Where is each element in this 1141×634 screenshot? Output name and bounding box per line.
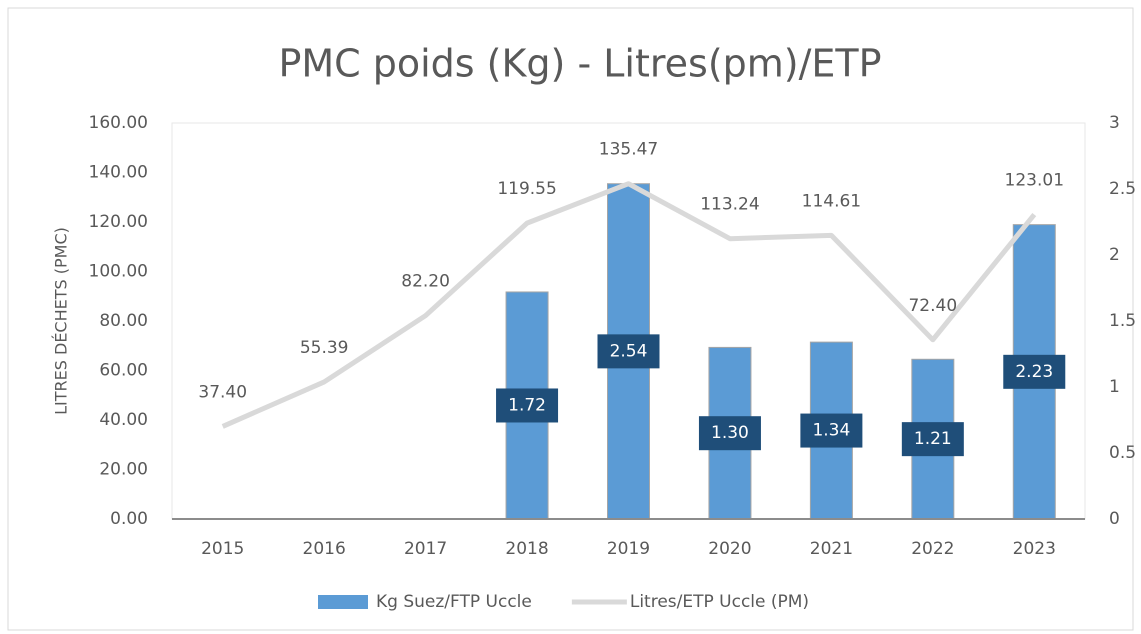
- y2-tick-label: 0: [1109, 509, 1120, 529]
- x-tick-label: 2017: [404, 539, 447, 559]
- legend-swatch: [318, 595, 368, 609]
- y-axis-label: LITRES DÉCHETS (PMC): [52, 227, 71, 415]
- y-tick-label: 140.00: [89, 163, 148, 183]
- legend-label: Kg Suez/FTP Uccle: [376, 592, 532, 612]
- data-label-box: [698, 416, 761, 451]
- x-tick-label: 2018: [505, 539, 548, 559]
- x-tick-label: 2016: [303, 539, 346, 559]
- chart-frame: [7, 7, 1134, 631]
- data-label: 1.21: [914, 429, 952, 449]
- y2-tick-label: 2: [1109, 245, 1120, 265]
- data-label: 123.01: [1005, 171, 1064, 191]
- y-tick-label: 120.00: [89, 212, 148, 232]
- data-label-box: [1003, 354, 1066, 389]
- data-label: 1.72: [508, 395, 546, 415]
- line: [221, 181, 1037, 429]
- y-tick-label: 20.00: [99, 460, 148, 480]
- x-tick-label: 2022: [911, 539, 954, 559]
- data-label: 82.20: [401, 272, 450, 292]
- data-label-box: [597, 334, 660, 369]
- data-label-box: [800, 413, 863, 448]
- x-tick-label: 2021: [810, 539, 853, 559]
- data-label: 113.24: [700, 195, 759, 215]
- y-tick-label: 100.00: [89, 262, 148, 282]
- y2-tick-label: 2.5: [1109, 179, 1136, 199]
- x-tick-label: 2020: [708, 539, 751, 559]
- y-tick-label: 60.00: [99, 361, 148, 381]
- data-label-box: [496, 388, 559, 423]
- data-label: 135.47: [599, 140, 658, 160]
- data-label: 37.40: [198, 382, 247, 402]
- data-label: 2.54: [610, 341, 648, 361]
- data-label-box: [901, 422, 964, 457]
- y2-tick-label: 1: [1109, 377, 1120, 397]
- legend-label: Litres/ETP Uccle (PM): [630, 592, 809, 612]
- y-tick-label: 80.00: [99, 311, 148, 331]
- data-label: 55.39: [300, 338, 349, 358]
- data-label: 114.61: [802, 191, 861, 211]
- y-tick-label: 160.00: [89, 113, 148, 133]
- x-tick-label: 2019: [607, 539, 650, 559]
- chart-title: PMC poids (Kg) - Litres(pm)/ETP: [278, 42, 881, 86]
- data-label: 119.55: [497, 179, 556, 199]
- y2-tick-label: 0.5: [1109, 443, 1136, 463]
- x-tick-label: 2015: [201, 539, 244, 559]
- y2-tick-label: 1.5: [1109, 311, 1136, 331]
- data-label: 72.40: [908, 296, 957, 316]
- y-tick-label: 40.00: [99, 410, 148, 430]
- data-label: 2.23: [1015, 362, 1053, 382]
- x-tick-label: 2023: [1013, 539, 1056, 559]
- data-label: 1.30: [711, 423, 749, 443]
- data-label: 1.34: [812, 421, 850, 441]
- y-tick-label: 0.00: [110, 509, 148, 529]
- y2-tick-label: 3: [1109, 113, 1120, 133]
